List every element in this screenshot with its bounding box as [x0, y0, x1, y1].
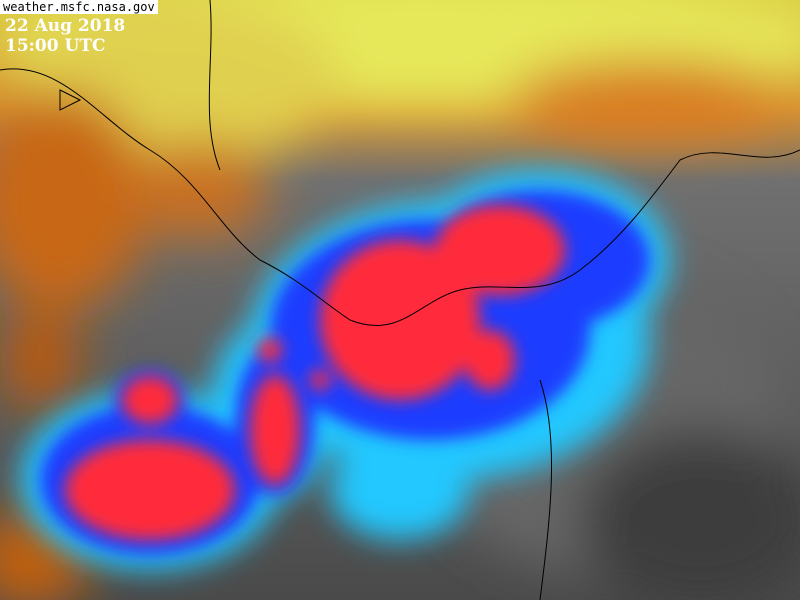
- time-label: 15:00 UTC: [5, 36, 106, 56]
- date-label: 22 Aug 2018: [5, 16, 126, 36]
- source-label: weather.msfc.nasa.gov: [0, 0, 158, 14]
